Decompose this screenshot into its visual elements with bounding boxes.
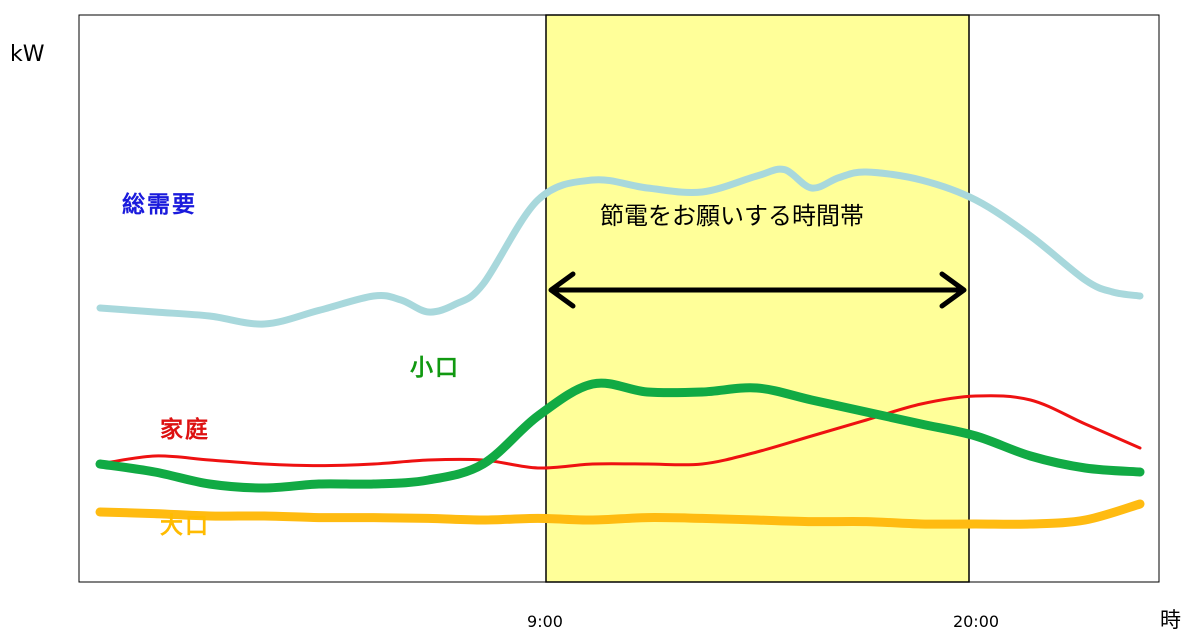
band-label: 節電をお願いする時間帯	[600, 202, 864, 230]
series-layer	[95, 165, 1145, 529]
series-label-large-lot: 大口	[160, 513, 210, 539]
x-axis-unit-label: 時	[1160, 608, 1181, 632]
y-axis-label: kW	[10, 42, 45, 67]
series-line-1	[95, 378, 1145, 493]
x-tick-label: 9:00	[527, 612, 563, 631]
x-tick-label: 20:00	[952, 612, 1000, 631]
series-line-3	[95, 499, 1145, 529]
highlight-band	[545, 14, 970, 583]
series-label-household: 家庭	[160, 417, 210, 443]
series-label-small-lot: 小口	[410, 355, 460, 381]
series-line-2	[98, 394, 1142, 470]
series-line-0	[96, 165, 1144, 328]
double-arrow	[548, 271, 967, 309]
series-label-total-demand: 総需要	[122, 192, 197, 218]
